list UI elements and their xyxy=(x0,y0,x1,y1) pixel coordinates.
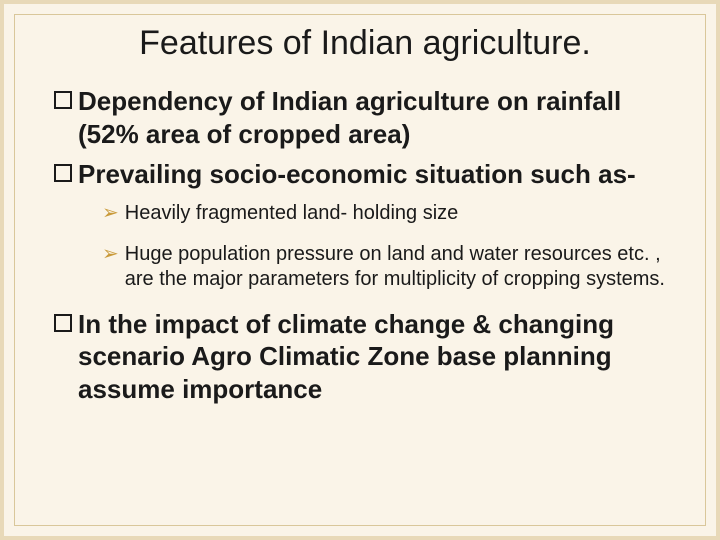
sub-bullet-list: ➢ Heavily fragmented land- holding size … xyxy=(102,201,676,292)
bullet-text: In the impact of climate change & changi… xyxy=(78,308,676,406)
square-bullet-icon xyxy=(54,164,72,182)
bullet-lead: In xyxy=(78,309,101,339)
bullet-text: Prevailing socio-economic situation such… xyxy=(78,158,676,191)
bullet-lead: Dependency xyxy=(78,86,233,116)
sub-bullet: ➢ Huge population pressure on land and w… xyxy=(102,242,676,292)
square-bullet-icon xyxy=(54,314,72,332)
slide-content: Features of Indian agriculture. Dependen… xyxy=(4,4,716,433)
arrow-icon: ➢ xyxy=(102,201,119,226)
square-bullet-icon xyxy=(54,91,72,109)
sub-bullet-text: Huge population pressure on land and wat… xyxy=(125,242,676,292)
sub-bullet-text: Heavily fragmented land- holding size xyxy=(125,201,459,226)
main-bullet: In the impact of climate change & changi… xyxy=(54,308,676,406)
main-bullet: Dependency of Indian agriculture on rain… xyxy=(54,85,676,150)
bullet-rest: the impact of climate change & changing … xyxy=(78,309,614,404)
bullet-text: Dependency of Indian agriculture on rain… xyxy=(78,85,676,150)
arrow-icon: ➢ xyxy=(102,242,119,267)
bullet-rest: socio-economic situation such as- xyxy=(202,159,635,189)
bullet-lead: Prevailing xyxy=(78,159,202,189)
main-bullet: Prevailing socio-economic situation such… xyxy=(54,158,676,191)
sub-bullet: ➢ Heavily fragmented land- holding size xyxy=(102,201,676,226)
slide-title: Features of Indian agriculture. xyxy=(54,24,676,63)
